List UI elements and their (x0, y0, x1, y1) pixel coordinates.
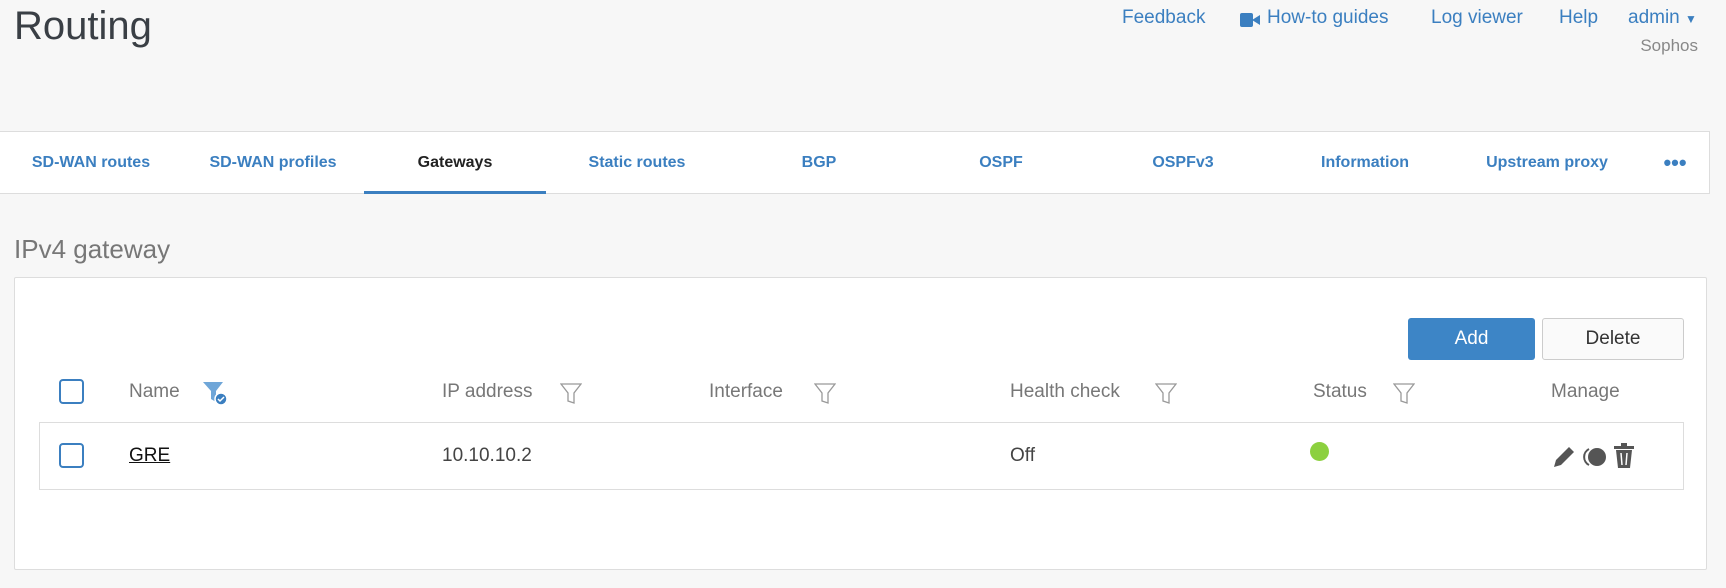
how-to-guides-link[interactable]: How-to guides (1267, 7, 1389, 28)
status-active-icon (1310, 442, 1329, 461)
feedback-link[interactable]: Feedback (1122, 7, 1206, 28)
admin-label: admin (1628, 7, 1680, 28)
tab-sd-wan-profiles[interactable]: SD-WAN profiles (209, 154, 337, 171)
row-checkbox[interactable] (59, 443, 84, 468)
add-button[interactable]: Add (1408, 318, 1535, 360)
filter-icon[interactable] (814, 382, 836, 404)
filter-active-icon[interactable] (202, 380, 228, 406)
table-row (39, 422, 1684, 490)
column-interface: Interface (709, 381, 783, 402)
column-health-check: Health check (1010, 381, 1120, 402)
toggle-icon[interactable] (1582, 446, 1608, 468)
org-name: Sophos (1640, 36, 1698, 55)
trash-icon[interactable] (1613, 443, 1635, 469)
page-title: Routing (14, 4, 152, 48)
filter-icon[interactable] (1155, 382, 1177, 404)
tab-gateways[interactable]: Gateways (364, 132, 546, 194)
tab-bar: SD-WAN routes SD-WAN profiles Gateways S… (0, 131, 1710, 194)
column-status: Status (1313, 381, 1367, 402)
tab-upstream-proxy[interactable]: Upstream proxy (1486, 154, 1608, 171)
tab-ospf[interactable]: OSPF (979, 154, 1023, 171)
tab-information[interactable]: Information (1321, 154, 1409, 171)
column-name: Name (129, 381, 180, 402)
help-link[interactable]: Help (1559, 7, 1599, 28)
tab-ospfv3[interactable]: OSPFv3 (1152, 154, 1214, 171)
caret-down-icon: ▼ (1685, 12, 1697, 26)
ip-address-cell: 10.10.10.2 (442, 445, 532, 466)
health-check-cell: Off (1010, 445, 1035, 466)
admin-menu[interactable]: admin ▼ (1628, 7, 1697, 29)
select-all-checkbox[interactable] (59, 379, 84, 404)
filter-icon[interactable] (1393, 382, 1415, 404)
filter-icon[interactable] (560, 382, 582, 404)
section-title: IPv4 gateway (14, 234, 171, 264)
column-ip-address: IP address (442, 381, 533, 402)
more-tabs-icon[interactable]: ••• (1663, 150, 1687, 175)
delete-button[interactable]: Delete (1542, 318, 1684, 360)
edit-pencil-icon[interactable] (1551, 444, 1577, 470)
column-manage: Manage (1551, 381, 1620, 402)
tab-bgp[interactable]: BGP (801, 154, 837, 171)
tab-static-routes[interactable]: Static routes (588, 154, 686, 171)
tab-sd-wan-routes[interactable]: SD-WAN routes (31, 154, 151, 171)
log-viewer-link[interactable]: Log viewer (1431, 7, 1523, 28)
gateway-name-link[interactable]: GRE (129, 445, 171, 466)
video-camera-icon (1240, 13, 1260, 27)
